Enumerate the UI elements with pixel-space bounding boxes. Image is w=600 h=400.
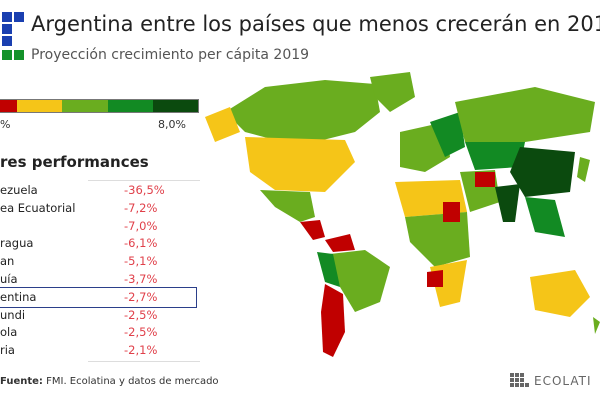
country-name: uía	[0, 272, 18, 286]
map-new-zealand	[593, 317, 600, 334]
country-name: ezuela	[0, 183, 38, 197]
growth-value: -2,1%	[124, 343, 158, 358]
table-row: ragua -6,1%	[0, 234, 200, 252]
scale-max-label: 8,0%	[158, 118, 186, 131]
map-alaska	[205, 107, 240, 142]
table-row: entina -2,7%	[0, 288, 200, 306]
map-canada	[225, 80, 380, 142]
page-title: Argentina entre los países que menos cre…	[31, 12, 600, 36]
map-central-africa	[405, 212, 470, 267]
map-europe-east	[430, 112, 465, 157]
growth-value: -7,2%	[124, 200, 158, 215]
map-central-asia	[465, 142, 525, 170]
scale-segment	[152, 100, 199, 112]
growth-value: -6,1%	[124, 236, 158, 251]
table-row: uía -3,7%	[0, 270, 200, 288]
table-title: res performances	[0, 153, 149, 171]
highlight-box-argentina	[0, 287, 197, 308]
brand-name: ECOLATI	[534, 374, 592, 388]
scale-segment	[17, 100, 63, 112]
divider	[88, 180, 200, 181]
table-row: ria -2,1%	[0, 341, 200, 359]
scale-segment	[107, 100, 153, 112]
page-subtitle: Proyección crecimiento per cápita 2019	[31, 47, 310, 63]
table-row: -7,0%	[0, 217, 200, 235]
brand-logo	[0, 12, 24, 66]
growth-value: -2,5%	[124, 307, 158, 322]
map-peru	[317, 252, 340, 287]
map-mexico	[260, 190, 315, 222]
map-china	[510, 147, 575, 197]
country-name: ea Ecuatorial	[0, 200, 76, 215]
scale-segment	[0, 100, 18, 112]
table-row: ezuela -36,5%	[0, 181, 200, 199]
brand-footer: ECOLATI	[510, 373, 591, 389]
source-label: Fuente:	[0, 376, 43, 387]
brand-grid-icon	[510, 373, 529, 387]
table-row: an -5,1%	[0, 252, 200, 270]
world-map	[205, 72, 600, 357]
color-scale-legend	[0, 99, 199, 113]
country-name: entina	[0, 289, 37, 304]
map-japan	[577, 157, 590, 182]
country-name: undi	[0, 307, 26, 322]
source-text: FMI. Ecolatina y datos de mercado	[46, 376, 219, 387]
growth-value: -36,5%	[124, 183, 165, 197]
divider	[88, 361, 200, 362]
map-venezuela	[325, 234, 355, 252]
country-name: ragua	[0, 236, 34, 251]
source-note: Fuente: FMI. Ecolatina y datos de mercad…	[0, 376, 219, 387]
table-row: ola -2,5%	[0, 323, 200, 341]
growth-value: -2,7%	[124, 289, 158, 304]
country-name: an	[0, 254, 15, 269]
growth-value: -2,5%	[124, 325, 158, 340]
table-row: ea Ecuatorial -7,2%	[0, 199, 200, 217]
scale-min-label: %	[0, 118, 11, 131]
map-iran	[475, 172, 495, 187]
map-greenland	[370, 72, 415, 112]
growth-value: -7,0%	[124, 218, 158, 233]
growth-value: -3,7%	[124, 272, 158, 286]
table-row: undi -2,5%	[0, 306, 200, 324]
map-se-asia	[525, 197, 565, 237]
map-india	[495, 184, 520, 222]
scale-segment	[62, 100, 108, 112]
growth-value: -5,1%	[124, 254, 158, 269]
map-central-america	[300, 220, 325, 240]
map-sudan	[443, 202, 460, 222]
country-name: ria	[0, 343, 15, 358]
map-russia	[455, 87, 595, 142]
map-brazil	[330, 250, 390, 312]
country-name: ola	[0, 325, 18, 340]
map-usa	[245, 137, 355, 192]
map-angola	[427, 270, 443, 287]
map-australia	[530, 270, 590, 317]
map-argentina	[321, 284, 345, 357]
